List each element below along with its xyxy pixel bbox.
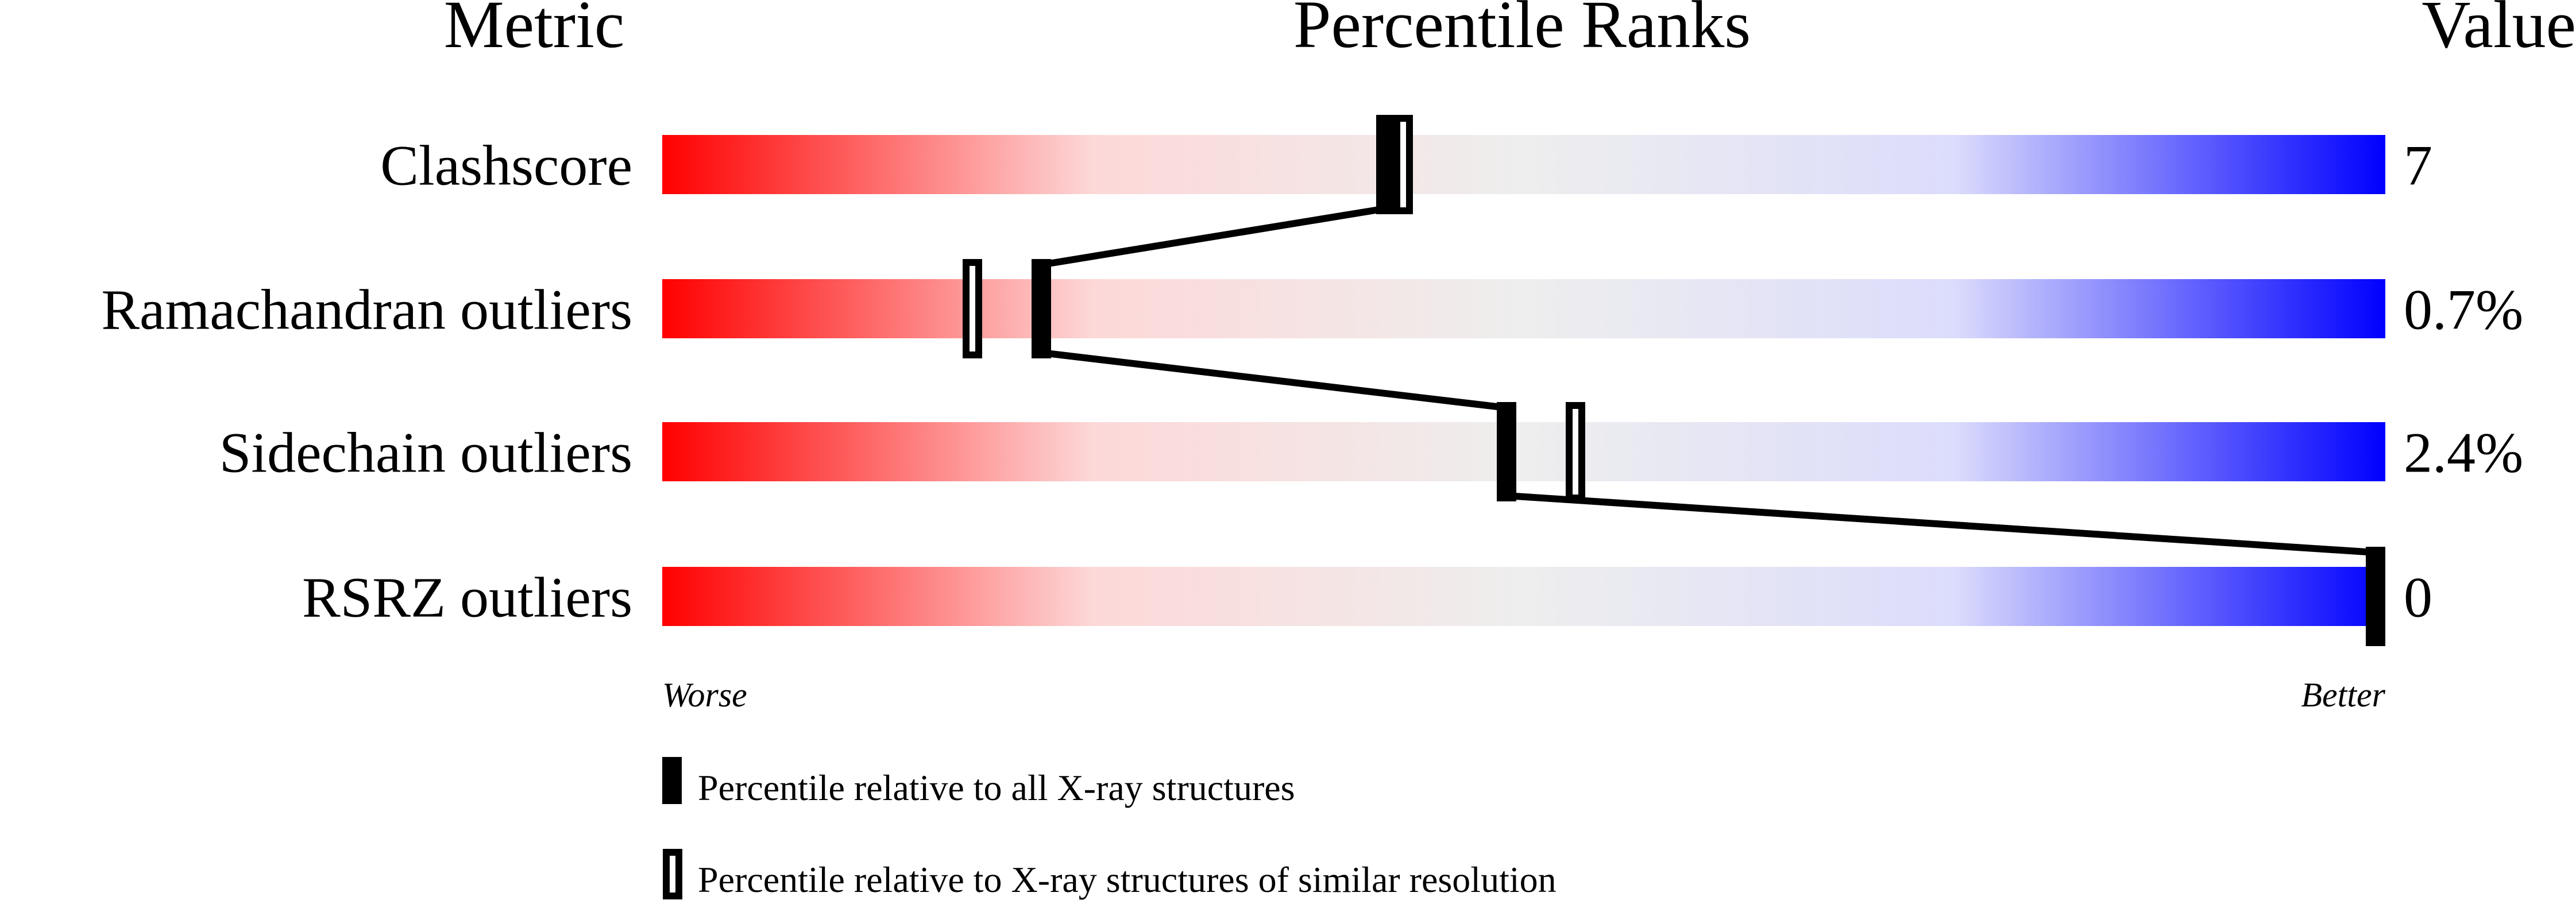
- marker-similar-resolution: [1393, 115, 1413, 214]
- metric-label: Sidechain outliers: [219, 421, 632, 485]
- percentile-link-line: [1506, 492, 2376, 556]
- percentile-bar: [662, 567, 2385, 626]
- axis-worse-label: Worse: [662, 676, 747, 714]
- axis-better-label: Better: [2301, 676, 2385, 714]
- metric-row: RSRZ outliers 0: [302, 547, 2432, 646]
- legend-open-marker: [663, 849, 682, 899]
- metric-label: Clashscore: [380, 134, 632, 198]
- metric-label: Ramachandran outliers: [101, 278, 632, 342]
- marker-all-structures: [1376, 115, 1396, 214]
- header-metric: Metric: [444, 0, 625, 62]
- metric-value: 7: [2404, 134, 2432, 198]
- metric-label: RSRZ outliers: [302, 566, 632, 629]
- metric-value: 2.4%: [2404, 421, 2523, 485]
- header-value: Value: [2421, 0, 2576, 62]
- marker-similar-resolution: [963, 259, 982, 358]
- percentile-link-line: [1041, 205, 1387, 268]
- percentile-bar: [662, 135, 2385, 194]
- legend-filled-label: Percentile relative to all X-ray structu…: [698, 767, 1295, 808]
- metric-row: Sidechain outliers 2.4%: [219, 402, 2523, 501]
- metric-value: 0: [2404, 566, 2432, 629]
- marker-similar-resolution: [1566, 402, 1585, 501]
- percentile-bar: [662, 279, 2385, 338]
- percentile-link-line: [1041, 349, 1507, 411]
- metric-row: Clashscore 7: [380, 115, 2432, 214]
- marker-all-structures: [1497, 402, 1516, 501]
- legend-filled-marker: [662, 757, 682, 804]
- header-percentile-ranks: Percentile Ranks: [1293, 0, 1751, 62]
- marker-all-structures: [1032, 259, 1051, 358]
- marker-all-structures: [2366, 547, 2385, 646]
- legend-open-label: Percentile relative to X-ray structures …: [698, 859, 1557, 900]
- metric-value: 0.7%: [2404, 278, 2523, 342]
- metric-row: Ramachandran outliers 0.7%: [101, 259, 2523, 358]
- percentile-bar: [662, 422, 2385, 481]
